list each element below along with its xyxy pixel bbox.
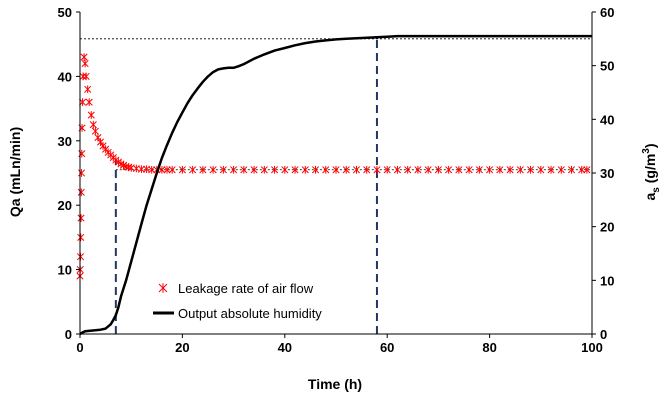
y-left-axis-title: Qa (mLn/min) [7,127,23,217]
data-point-leakage [311,165,320,174]
data-point-leakage [322,165,330,174]
y-left-tick-label: 20 [58,198,72,213]
data-point-leakage [465,165,473,174]
y-left-tick-label: 10 [58,263,72,278]
data-point-leakage [77,233,85,242]
data-point-leakage [137,165,145,173]
data-point-leakage [87,111,95,119]
y-left-tick-label: 0 [65,327,72,342]
legend-label-humidity: Output absolute humidity [178,306,322,321]
data-point-leakage [414,165,422,174]
data-point-leakage [77,188,85,197]
data-point-leakage [445,165,453,174]
reference-lines [80,38,592,334]
data-point-leakage [393,165,401,174]
data-point-leakage [383,165,391,174]
data-point-leakage [219,165,227,174]
data-point-leakage [506,165,514,174]
legend-item-leakage: Leakage rate of air flow [158,281,314,296]
legend-item-humidity: Output absolute humidity [153,306,322,321]
data-point-leakage [547,165,555,174]
y-right-tick-label: 0 [600,327,607,342]
data-point-leakage [424,165,432,174]
data-point-leakage [455,165,463,174]
data-point-leakage [240,165,248,174]
data-point-leakage [557,165,565,174]
data-point-leakage [291,165,299,174]
y-right-axis-title-rest: (g/m [642,154,658,187]
data-point-leakage [281,165,289,174]
data-point-leakage [475,165,483,174]
legend-marker-asterisk [158,283,168,293]
y-right-tick-label: 30 [600,166,614,181]
data-point-leakage [76,252,85,261]
data-point-leakage [373,165,381,174]
data-point-leakage [271,165,279,174]
data-point-leakage [527,165,535,174]
x-axis-title: Time (h) [308,376,362,392]
x-tick-label: 60 [380,340,394,355]
data-point-leakage [486,165,494,174]
data-point-leakage [332,165,340,174]
legend: Leakage rate of air flow Output absolute… [153,281,322,321]
data-point-leakage [178,165,186,174]
data-point-leakage [89,120,97,129]
data-point-leakage [163,165,171,174]
data-point-leakage [434,165,442,174]
data-point-leakage [77,214,85,222]
y-right-axis-title: as (g/m3) [641,143,662,200]
data-point-leakage [537,165,545,174]
data-point-leakage [189,165,197,174]
data-point-leakage [578,165,586,174]
y-right-axis-title-end: ) [642,143,658,148]
y-right-axis-title-main: a [642,193,658,201]
data-point-leakage [567,165,576,174]
data-point-leakage [496,165,504,174]
data-point-leakage [516,165,524,174]
data-point-leakage [148,165,156,174]
plot-series [76,34,592,336]
x-tick-label: 100 [581,340,603,355]
y-left-tick-label: 30 [58,134,72,149]
x-tick-label: 80 [482,340,496,355]
y-right-axis-title-sup: 3 [641,148,652,154]
y-left-tick-label: 40 [58,69,72,84]
data-point-leakage [199,165,207,174]
data-point-leakage [301,165,309,174]
data-point-leakage [260,165,268,174]
data-point-leakage [404,165,412,174]
data-point-leakage [84,85,92,94]
data-point-leakage [81,59,89,68]
y-right-tick-label: 20 [600,220,614,235]
y-right-tick-label: 60 [600,5,614,20]
y-left-tick-label: 50 [58,5,72,20]
legend-asterisk [158,283,168,293]
data-point-leakage [209,165,217,174]
series-output-humidity-line [79,34,592,336]
data-point-leakage [352,165,361,174]
data-point-leakage [583,165,591,174]
data-point-leakage [77,169,86,177]
data-point-leakage [80,53,88,61]
data-point-leakage [91,127,99,135]
x-tick-label: 0 [76,340,83,355]
y-right-tick-label: 40 [600,112,614,127]
data-point-leakage [85,98,93,106]
data-point-leakage [168,165,176,174]
data-point-leakage [250,165,258,174]
y-right-tick-label: 10 [600,273,614,288]
data-point-leakage [363,165,371,174]
legend-label-leakage: Leakage rate of air flow [178,281,314,296]
x-tick-label: 40 [278,340,292,355]
data-point-leakage [342,165,350,174]
series-leakage-rate [76,53,591,280]
y-right-axis-title-sub: s [651,187,662,193]
data-point-leakage [82,72,90,81]
axes [76,11,596,338]
x-tick-label: 20 [175,340,189,355]
data-point-leakage [230,165,238,174]
y-right-tick-label: 50 [600,59,614,74]
